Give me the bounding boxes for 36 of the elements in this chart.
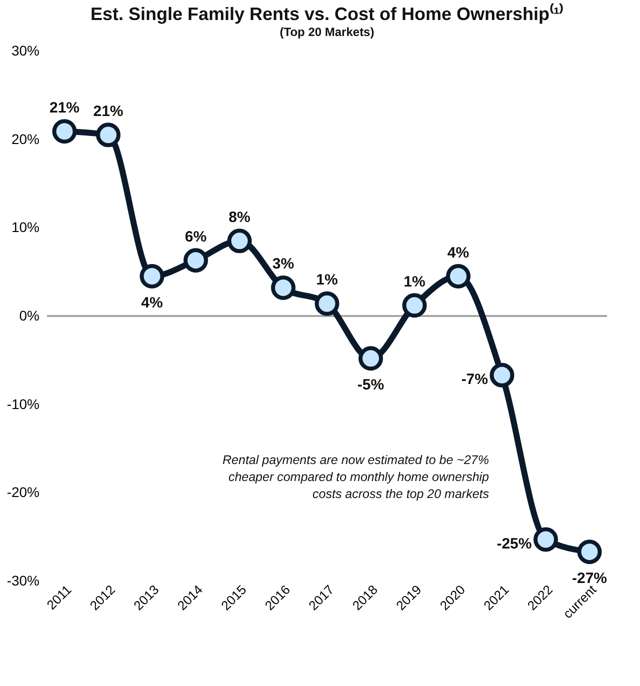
annotation: Rental payments are now estimated to be ~27% cheaper compared to monthly home ownership costs across the top 20 markets xyxy=(222,452,490,501)
y-tick-label: 10% xyxy=(11,219,40,236)
point xyxy=(96,122,120,148)
point xyxy=(534,527,558,552)
point xyxy=(577,540,602,564)
data-label: -7% xyxy=(461,371,488,388)
point xyxy=(358,346,383,371)
data-label: 1% xyxy=(404,273,426,290)
data-label: -25% xyxy=(496,535,532,552)
y-tick-label: 30% xyxy=(11,42,40,58)
data-label: 4% xyxy=(447,244,470,262)
data-label: 3% xyxy=(272,256,294,273)
point xyxy=(314,291,340,316)
point xyxy=(184,248,208,273)
data-label: 4% xyxy=(141,294,163,312)
data-label: 21% xyxy=(49,99,80,116)
chart-subtitle: (Top 20 Markets) xyxy=(280,25,374,39)
point xyxy=(52,119,77,144)
point xyxy=(490,362,514,388)
point xyxy=(402,293,427,318)
point xyxy=(227,228,252,254)
y-tick-label: -30% xyxy=(6,572,40,588)
data-label: -27% xyxy=(572,570,608,587)
data-label: 8% xyxy=(228,208,250,226)
point xyxy=(271,276,296,300)
y-tick-label: 0% xyxy=(19,308,40,324)
chart-title: Est. Single Family Rents vs. Cost of Home Ownership⁽¹⁾ xyxy=(90,3,564,24)
data-label: 21% xyxy=(93,102,124,120)
y-tick-label: -10% xyxy=(6,396,40,412)
data-label: 6% xyxy=(184,228,207,246)
data-label: -5% xyxy=(357,376,384,394)
y-tick-label: 20% xyxy=(11,130,40,147)
point xyxy=(446,264,470,288)
data-label: 1% xyxy=(316,272,338,289)
y-tick-label: -20% xyxy=(6,484,40,500)
point xyxy=(140,264,164,288)
